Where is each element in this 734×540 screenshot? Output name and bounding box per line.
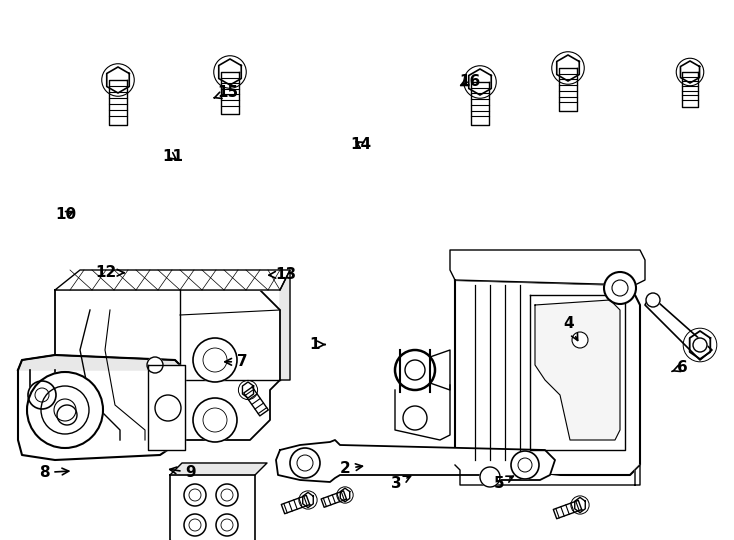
Polygon shape: [55, 270, 290, 290]
Polygon shape: [321, 491, 346, 507]
Polygon shape: [559, 68, 577, 111]
Text: 16: 16: [459, 73, 480, 89]
Text: 13: 13: [269, 267, 297, 282]
Text: 3: 3: [391, 476, 410, 491]
Polygon shape: [450, 250, 645, 285]
Polygon shape: [575, 497, 585, 512]
Text: 1: 1: [309, 337, 325, 352]
Polygon shape: [30, 370, 55, 420]
Circle shape: [572, 332, 588, 348]
Polygon shape: [680, 61, 700, 83]
Text: 11: 11: [162, 149, 183, 164]
Polygon shape: [557, 55, 579, 81]
Polygon shape: [148, 365, 185, 450]
Polygon shape: [395, 385, 450, 440]
Circle shape: [480, 467, 500, 487]
Polygon shape: [341, 488, 349, 502]
Circle shape: [184, 514, 206, 536]
Polygon shape: [430, 350, 450, 390]
Text: 5: 5: [494, 476, 513, 491]
Polygon shape: [55, 390, 80, 440]
Circle shape: [184, 484, 206, 506]
Polygon shape: [281, 495, 310, 514]
Polygon shape: [530, 295, 625, 450]
Circle shape: [216, 514, 238, 536]
Polygon shape: [645, 295, 712, 360]
Circle shape: [403, 406, 427, 430]
Polygon shape: [109, 80, 127, 125]
Circle shape: [464, 66, 496, 98]
Polygon shape: [276, 440, 555, 482]
Circle shape: [193, 398, 237, 442]
Polygon shape: [106, 67, 129, 93]
Polygon shape: [242, 382, 253, 398]
Text: 2: 2: [340, 461, 363, 476]
Text: 8: 8: [39, 465, 69, 480]
Polygon shape: [244, 387, 269, 416]
Circle shape: [511, 451, 539, 479]
Polygon shape: [18, 355, 185, 370]
Circle shape: [216, 484, 238, 506]
Text: 6: 6: [672, 360, 688, 375]
Text: 10: 10: [56, 207, 76, 222]
Polygon shape: [280, 270, 290, 380]
Circle shape: [290, 448, 320, 478]
Text: 14: 14: [351, 137, 371, 152]
Polygon shape: [455, 465, 640, 485]
Circle shape: [155, 395, 181, 421]
Circle shape: [214, 56, 246, 88]
Text: 4: 4: [564, 316, 578, 340]
Circle shape: [395, 350, 435, 390]
Polygon shape: [471, 82, 489, 125]
Circle shape: [28, 381, 56, 409]
Polygon shape: [302, 492, 313, 508]
Polygon shape: [400, 350, 430, 392]
Polygon shape: [683, 72, 698, 107]
Polygon shape: [170, 475, 255, 540]
Circle shape: [193, 338, 237, 382]
Polygon shape: [469, 69, 491, 95]
Circle shape: [552, 52, 584, 84]
Circle shape: [676, 58, 704, 86]
Polygon shape: [18, 355, 185, 460]
Polygon shape: [219, 59, 241, 85]
Circle shape: [57, 405, 77, 425]
Circle shape: [147, 357, 163, 373]
Circle shape: [646, 293, 660, 307]
Text: 15: 15: [214, 85, 238, 100]
Polygon shape: [221, 72, 239, 114]
Circle shape: [102, 64, 134, 96]
Polygon shape: [535, 300, 620, 440]
Polygon shape: [55, 290, 280, 440]
Circle shape: [27, 372, 103, 448]
Text: 12: 12: [96, 265, 124, 280]
Text: 7: 7: [225, 354, 247, 369]
Text: 9: 9: [170, 465, 196, 480]
Circle shape: [693, 338, 707, 352]
Circle shape: [604, 272, 636, 304]
Polygon shape: [170, 463, 267, 475]
Polygon shape: [455, 280, 640, 475]
Polygon shape: [553, 501, 581, 519]
Polygon shape: [690, 331, 711, 359]
